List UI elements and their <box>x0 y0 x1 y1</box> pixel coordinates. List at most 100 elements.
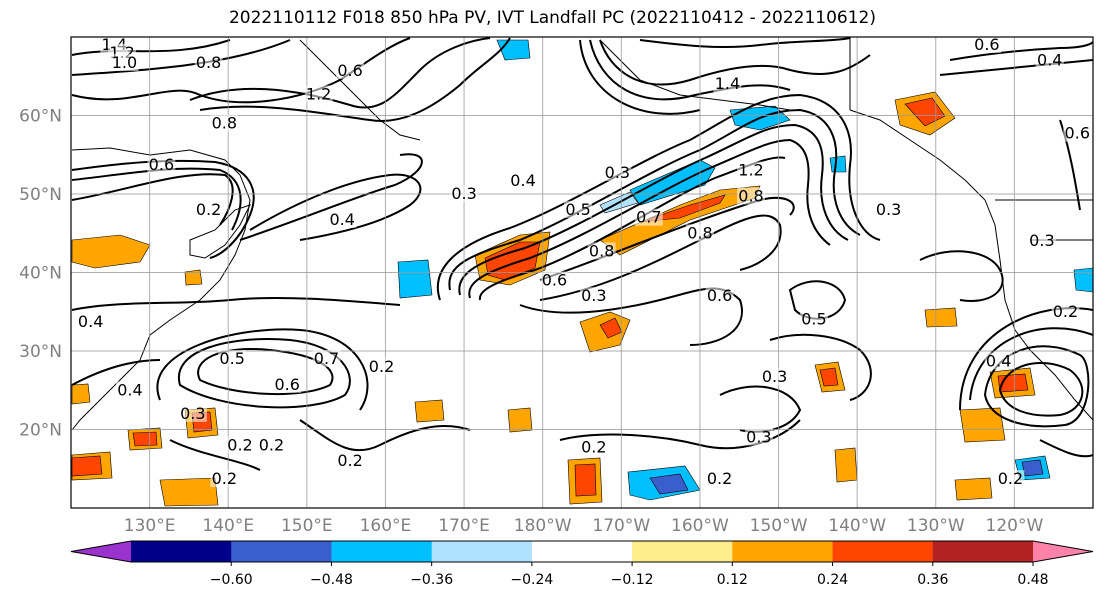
colorbar-segment <box>632 541 733 562</box>
contour-label: 0.7 <box>636 208 661 227</box>
colorbar-segment <box>531 541 633 562</box>
contour-label: 0.4 <box>78 312 103 331</box>
contour-line <box>983 345 1090 428</box>
negative-anomaly-shade <box>397 259 433 299</box>
positive-anomaly-shade <box>484 241 541 281</box>
contour-label: 0.7 <box>314 349 339 368</box>
colorbar-segment <box>131 541 232 562</box>
contour-label-bg <box>210 470 239 488</box>
contour-label-bg <box>713 75 742 93</box>
contour-label: 0.4 <box>510 171 535 190</box>
positive-anomaly-shade <box>184 269 203 286</box>
contour-label-bg <box>273 375 302 393</box>
contour-label-bg <box>76 313 105 331</box>
contour-label: 0.3 <box>746 427 771 446</box>
contour-label: 0.2 <box>212 469 237 488</box>
contour-line <box>169 439 261 471</box>
contour-line <box>969 327 1093 401</box>
contour-label-bg <box>115 381 144 399</box>
contour-label-bg <box>634 208 663 226</box>
contour-label: 0.4 <box>329 210 354 229</box>
positive-anomaly-shade <box>414 399 445 423</box>
longitude-label: 170°W <box>592 516 650 536</box>
negative-anomaly-shade <box>1073 267 1093 293</box>
contour-label-bg <box>579 287 608 305</box>
contour-label: 0.6 <box>974 35 999 54</box>
colorbar: −0.60 −0.48 −0.36 −0.24 −0.12 0.12 0.24 0.36 0.4… <box>70 540 1094 588</box>
colorbar-tick-label: −0.36 <box>410 572 453 588</box>
kamchatka-coastline <box>299 39 421 141</box>
negative-anomaly-shade <box>496 39 531 61</box>
colorbar-tick-label: 0.36 <box>917 572 948 588</box>
contour-label: 0.6 <box>149 155 174 174</box>
alaska-west-coastline <box>599 39 791 111</box>
positive-anomaly-shade <box>924 307 958 328</box>
contour-label: 0.8 <box>738 186 763 205</box>
contour-label-bg <box>1063 124 1092 142</box>
contour-line <box>71 39 291 76</box>
contour-line <box>71 173 234 226</box>
positive-anomaly-shade <box>71 455 103 477</box>
contour-line <box>579 39 701 115</box>
contour-label-bg <box>110 54 139 72</box>
contour-label-bg <box>312 349 341 367</box>
positive-anomaly-shade <box>507 407 533 433</box>
contour-line <box>468 138 831 299</box>
positive-anomaly-shade <box>71 234 151 269</box>
colorbar-tick-label: 0.48 <box>1017 572 1048 588</box>
colorbar-tick-label: −0.24 <box>510 572 553 588</box>
contour-line <box>239 153 423 241</box>
longitude-label: 160°E <box>360 516 412 536</box>
colorbar-tick-label: −0.12 <box>611 572 654 588</box>
contour-label: 0.8 <box>589 241 614 260</box>
contour-label-bg <box>304 85 333 103</box>
contour-label-bg <box>367 357 396 375</box>
contour-line <box>1059 119 1081 211</box>
contour-label: 0.2 <box>196 200 221 219</box>
contour-label: 0.3 <box>581 286 606 305</box>
contour-label: 0.3 <box>1029 231 1054 250</box>
contour-labels: 1.4 1.2 1.0 0.8 0.6 1.2 0.8 0.6 0.2 0.4 0.3 0.4 0.3 0… <box>76 35 1092 488</box>
contour-line <box>939 59 1093 76</box>
contour-label-bg <box>685 224 714 242</box>
colorbar-segment <box>832 541 934 562</box>
contour-label: 0.3 <box>451 184 476 203</box>
contour-line <box>299 419 471 452</box>
contour-label: 0.8 <box>196 53 221 72</box>
contour-line <box>639 37 851 49</box>
contour-line <box>249 173 422 241</box>
contour-label-bg <box>1027 232 1056 250</box>
contour-label: 0.3 <box>605 163 630 182</box>
contour-label: 0.8 <box>212 113 237 132</box>
contour-label: 0.2 <box>337 451 362 470</box>
contour-line <box>448 108 861 291</box>
positive-anomaly-shade <box>954 477 993 501</box>
colorbar-segment <box>1033 541 1093 562</box>
graticule <box>71 37 1093 508</box>
longitude-label: 130°W <box>907 516 965 536</box>
contour-label: 0.3 <box>180 404 205 423</box>
positive-anomaly-shade <box>819 367 839 387</box>
contour-label: 1.2 <box>306 84 331 103</box>
colorbar-segment <box>932 541 1034 562</box>
colorbar-tick-label: 0.12 <box>717 572 748 588</box>
positive-anomaly-shade <box>71 383 91 405</box>
contour-label-bg <box>328 211 357 229</box>
contour-label: 0.6 <box>542 270 567 289</box>
contour-line <box>539 214 782 301</box>
positive-anomaly-shade <box>132 431 158 447</box>
contour-line <box>199 37 511 122</box>
contour-line <box>769 333 872 401</box>
contour-label-bg <box>226 436 255 454</box>
contour-label: 0.5 <box>801 310 826 329</box>
contour-label: 0.3 <box>876 200 901 219</box>
contour-label: 0.5 <box>219 349 244 368</box>
colorbar-segment <box>331 541 433 562</box>
contour-line <box>589 39 791 101</box>
contour-line <box>71 296 401 311</box>
contour-label-bg <box>705 470 734 488</box>
contour-label-bg <box>760 368 789 386</box>
contour-label: 0.4 <box>1037 51 1062 70</box>
contour-line <box>71 167 242 231</box>
contour-label: 0.6 <box>274 375 299 394</box>
